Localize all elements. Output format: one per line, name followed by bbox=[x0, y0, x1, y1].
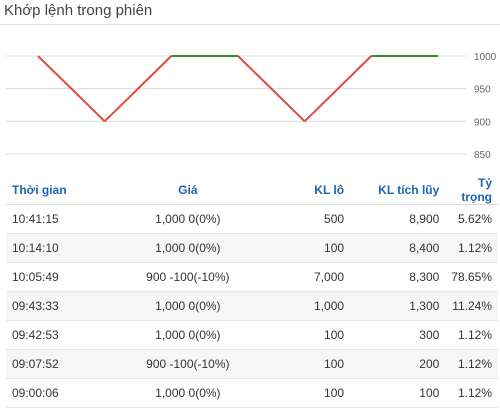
cell-price: 1,000 0(0%) bbox=[103, 204, 273, 234]
trades-table: Thời gian Giá KL lô KL tích lũy Tỷ trọng… bbox=[6, 176, 498, 408]
y-tick-label: 1000 bbox=[474, 52, 497, 63]
cell-volume: 100 bbox=[272, 320, 351, 350]
cell-price: 1,000 0(0%) bbox=[103, 233, 273, 263]
cell-time: 10:41:15 bbox=[6, 204, 104, 234]
cell-ratio: 11.24% bbox=[445, 291, 498, 321]
cell-price: 900 -100(-10%) bbox=[103, 262, 273, 292]
price-segment bbox=[303, 55, 373, 123]
cell-accumulated: 8,900 bbox=[350, 204, 446, 234]
price-segment bbox=[37, 55, 106, 123]
header-price[interactable]: Giá bbox=[103, 176, 273, 205]
cell-ratio: 1.12% bbox=[445, 349, 498, 379]
table-row[interactable]: 09:43:33 1,000 0(0%) 1,000 1,300 11.24% bbox=[6, 291, 498, 321]
cell-accumulated: 8,300 bbox=[350, 262, 446, 292]
cell-volume: 100 bbox=[272, 233, 351, 263]
cell-volume: 100 bbox=[272, 378, 351, 408]
cell-time: 09:07:52 bbox=[6, 349, 104, 379]
cell-price: 1,000 0(0%) bbox=[103, 378, 273, 408]
cell-ratio: 1.12% bbox=[445, 320, 498, 350]
header-accumulated-volume[interactable]: KL tích lũy bbox=[350, 176, 446, 205]
cell-accumulated: 1,300 bbox=[350, 291, 446, 321]
table-header-row: Thời gian Giá KL lô KL tích lũy Tỷ trọng bbox=[6, 176, 498, 205]
cell-ratio: 78.65% bbox=[445, 262, 498, 292]
cell-accumulated: 100 bbox=[350, 378, 446, 408]
cell-time: 09:00:06 bbox=[6, 378, 104, 408]
cell-volume: 1,000 bbox=[272, 291, 351, 321]
cell-volume: 100 bbox=[272, 349, 351, 379]
cell-time: 09:43:33 bbox=[6, 291, 104, 321]
table-row[interactable]: 10:41:15 1,000 0(0%) 500 8,900 5.62% bbox=[6, 204, 498, 234]
header-time[interactable]: Thời gian bbox=[6, 176, 104, 205]
price-segment bbox=[103, 55, 173, 123]
header-volume[interactable]: KL lô bbox=[272, 176, 351, 205]
cell-ratio: 5.62% bbox=[445, 204, 498, 234]
cell-price: 1,000 0(0%) bbox=[103, 320, 273, 350]
cell-volume: 500 bbox=[272, 204, 351, 234]
table-row[interactable]: 10:14:10 1,000 0(0%) 100 8,400 1.12% bbox=[6, 233, 498, 263]
table-row[interactable]: 09:07:52 900 -100(-10%) 100 200 1.12% bbox=[6, 349, 498, 379]
cell-time: 09:42:53 bbox=[6, 320, 104, 350]
header-ratio[interactable]: Tỷ trọng bbox=[445, 176, 498, 205]
y-tick-label: 950 bbox=[474, 85, 491, 96]
table-row[interactable]: 10:05:49 900 -100(-10%) 7,000 8,300 78.65% bbox=[6, 262, 498, 292]
cell-price: 1,000 0(0%) bbox=[103, 291, 273, 321]
price-line-chart: 1000 950 900 850 bbox=[6, 52, 497, 160]
cell-ratio: 1.12% bbox=[445, 378, 498, 408]
table-row[interactable]: 09:42:53 1,000 0(0%) 100 300 1.12% bbox=[6, 320, 498, 350]
table-row[interactable]: 09:00:06 1,000 0(0%) 100 100 1.12% bbox=[6, 378, 498, 408]
cell-volume: 7,000 bbox=[272, 262, 351, 292]
y-tick-label: 850 bbox=[474, 150, 491, 160]
cell-accumulated: 8,400 bbox=[350, 233, 446, 263]
panel-title: Khớp lệnh trong phiên bbox=[4, 2, 153, 19]
price-segment bbox=[237, 55, 306, 123]
cell-price: 900 -100(-10%) bbox=[103, 349, 273, 379]
y-tick-label: 900 bbox=[474, 117, 491, 128]
cell-accumulated: 200 bbox=[350, 349, 446, 379]
cell-time: 10:14:10 bbox=[6, 233, 104, 263]
title-divider bbox=[0, 24, 500, 25]
cell-ratio: 1.12% bbox=[445, 233, 498, 263]
cell-accumulated: 300 bbox=[350, 320, 446, 350]
cell-time: 10:05:49 bbox=[6, 262, 104, 292]
